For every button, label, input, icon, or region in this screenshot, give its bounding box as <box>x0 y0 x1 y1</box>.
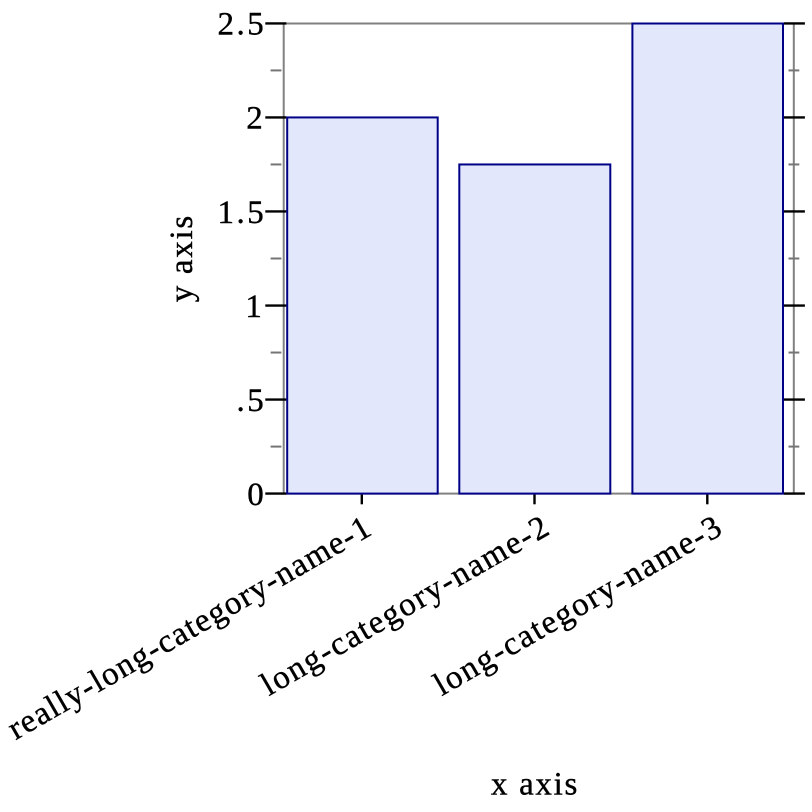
svg-text:x axis: x axis <box>491 766 579 802</box>
svg-text:2.5: 2.5 <box>218 7 267 43</box>
svg-text:2: 2 <box>246 101 265 137</box>
svg-text:1: 1 <box>245 289 264 325</box>
svg-text:1.5: 1.5 <box>218 195 267 231</box>
svg-text:long-category-name-2: long-category-name-2 <box>255 508 557 703</box>
svg-text:really-long-category-name-1: really-long-category-name-1 <box>2 509 379 747</box>
svg-text:long-category-name-3: long-category-name-3 <box>428 508 730 703</box>
svg-text:0: 0 <box>247 477 266 513</box>
svg-text:y axis: y axis <box>164 214 200 302</box>
svg-text:.5: .5 <box>237 383 267 419</box>
